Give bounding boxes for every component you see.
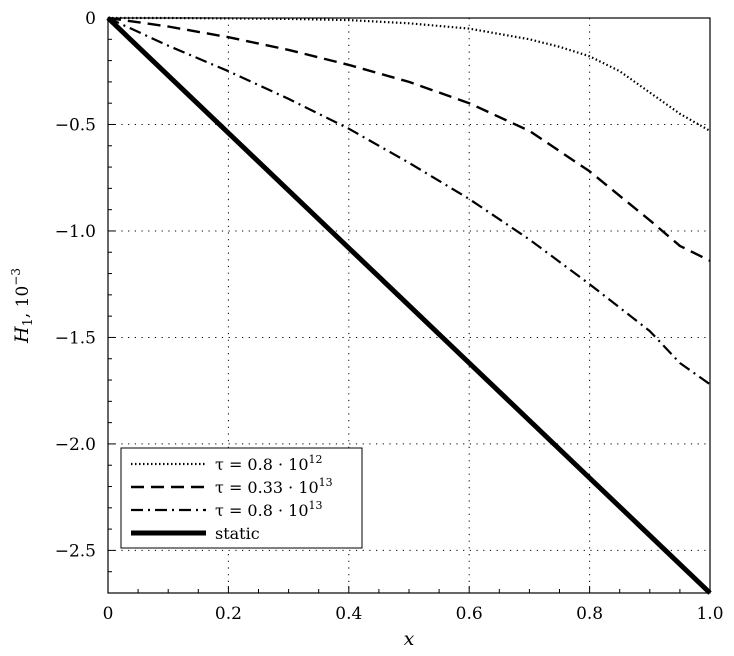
series-line-4 (106, 16, 712, 595)
y-tick-label: −1.0 (55, 222, 96, 242)
y-tick-label: −2.5 (55, 541, 96, 561)
y-axis-title-rest: , 10 (13, 286, 33, 318)
x-tick-label: 0 (103, 604, 114, 624)
legend-label-exponent: 12 (309, 453, 323, 466)
y-axis-title-symbol: H (11, 326, 33, 344)
y-tick-label: −1.5 (55, 328, 96, 348)
legend-label-exponent: 13 (319, 476, 333, 489)
ticks (107, 17, 711, 594)
x-axis-title: x (404, 628, 415, 650)
y-axis-title-exponent: −3 (9, 268, 23, 286)
series-line-2 (107, 16, 711, 262)
series-line-1 (108, 16, 711, 132)
legend-label-exponent: 13 (309, 499, 323, 512)
y-tick-label: 0 (85, 9, 96, 29)
tick-labels: 0 0.2 0.4 0.6 0.8 1.0 0 −0.5 −1.0 −1.5 −2.0 −2.5 (55, 9, 724, 624)
x-tick-label: 0.8 (576, 604, 603, 624)
x-tick-label: 1.0 (696, 604, 723, 624)
y-axis-title-subscript: 1 (21, 318, 36, 326)
y-tick-label: −0.5 (55, 115, 96, 135)
legend-label-text: τ = 0.8 · 10 (215, 455, 309, 474)
series-layer (106, 16, 712, 595)
y-tick-label: −2.0 (55, 435, 96, 455)
legend-label: τ = 0.8 · 1012 (215, 453, 323, 474)
x-tick-label: 0.6 (456, 604, 483, 624)
x-tick-label: 0.2 (215, 604, 242, 624)
legend-label: static (215, 524, 260, 543)
legend-label-text: τ = 0.8 · 10 (215, 501, 309, 520)
legend-label: τ = 0.33 · 1013 (215, 476, 333, 497)
series-line-3 (107, 17, 711, 386)
legend-label: τ = 0.8 · 1013 (215, 499, 323, 520)
x-tick-label: 0.4 (335, 604, 362, 624)
legend-label-text: static (215, 524, 260, 543)
y-axis-title: H1, 10−3 (9, 268, 36, 344)
legend-label-text: τ = 0.33 · 10 (215, 478, 319, 497)
